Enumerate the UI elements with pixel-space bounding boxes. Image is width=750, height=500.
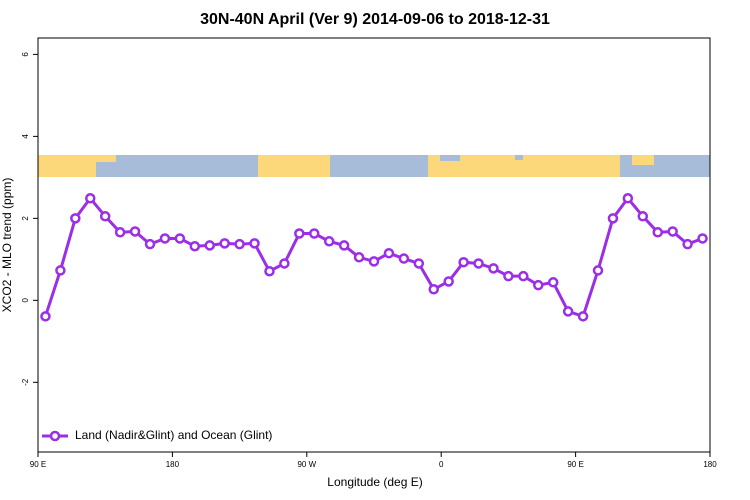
point [428, 284, 439, 295]
point [473, 258, 484, 269]
land [258, 155, 330, 177]
land [38, 155, 96, 177]
point [264, 265, 275, 277]
point [309, 228, 320, 239]
point [682, 238, 693, 250]
x-tick-label: 90 E [30, 460, 46, 469]
point [323, 236, 335, 247]
point [174, 233, 186, 244]
point [652, 227, 663, 238]
point [577, 311, 589, 322]
land [428, 155, 620, 177]
point [562, 306, 574, 317]
point [607, 213, 619, 224]
x-tick-label: 180 [166, 460, 180, 469]
point [547, 277, 559, 288]
legend-label: Land (Nadir&Glint) and Ocean (Glint) [75, 428, 272, 442]
point [338, 240, 350, 251]
point [129, 226, 141, 237]
point [368, 256, 380, 267]
point [85, 193, 96, 204]
ocean [515, 155, 523, 160]
point [353, 252, 365, 263]
point [144, 238, 156, 250]
land [632, 155, 654, 165]
point [383, 247, 395, 259]
y-axis-label: XCO2 - MLO trend (ppm) [0, 178, 14, 313]
y-tick-label: 2 [21, 216, 30, 221]
point [219, 238, 230, 249]
point [55, 265, 66, 276]
y-tick-label: 6 [21, 52, 30, 57]
point [503, 270, 514, 282]
point [443, 276, 454, 287]
map-strip [38, 155, 710, 177]
point [70, 213, 81, 224]
point [398, 253, 410, 264]
point [294, 228, 305, 239]
point [99, 211, 111, 222]
y-tick-label: -2 [21, 378, 30, 386]
point [533, 279, 544, 291]
point [40, 311, 51, 322]
x-tick-label: 0 [439, 460, 444, 469]
point [413, 258, 425, 269]
plot-frame [37, 37, 711, 453]
y-tick-label: 0 [21, 298, 30, 303]
point [697, 233, 708, 244]
x-tick-label: 180 [703, 460, 717, 469]
legend-marker [49, 430, 61, 442]
point [458, 256, 469, 268]
point [249, 238, 260, 249]
point [637, 211, 649, 222]
point [204, 240, 215, 251]
y-tick-label: 4 [21, 134, 30, 139]
point [279, 258, 290, 269]
ocean [440, 155, 460, 161]
point [518, 270, 529, 282]
x-tick-label: 90 E [567, 460, 583, 469]
chart-title: 30N-40N April (Ver 9) 2014-09-06 to 2018… [200, 11, 550, 28]
x-axis-label: Longitude (deg E) [327, 475, 422, 489]
point [592, 265, 604, 276]
point [159, 233, 171, 244]
x-tick-label: 90 W [297, 460, 316, 469]
point [667, 226, 678, 237]
point [189, 240, 201, 252]
point [622, 193, 634, 204]
land [96, 155, 116, 162]
point [234, 238, 245, 250]
point [114, 227, 126, 238]
point [488, 263, 499, 274]
